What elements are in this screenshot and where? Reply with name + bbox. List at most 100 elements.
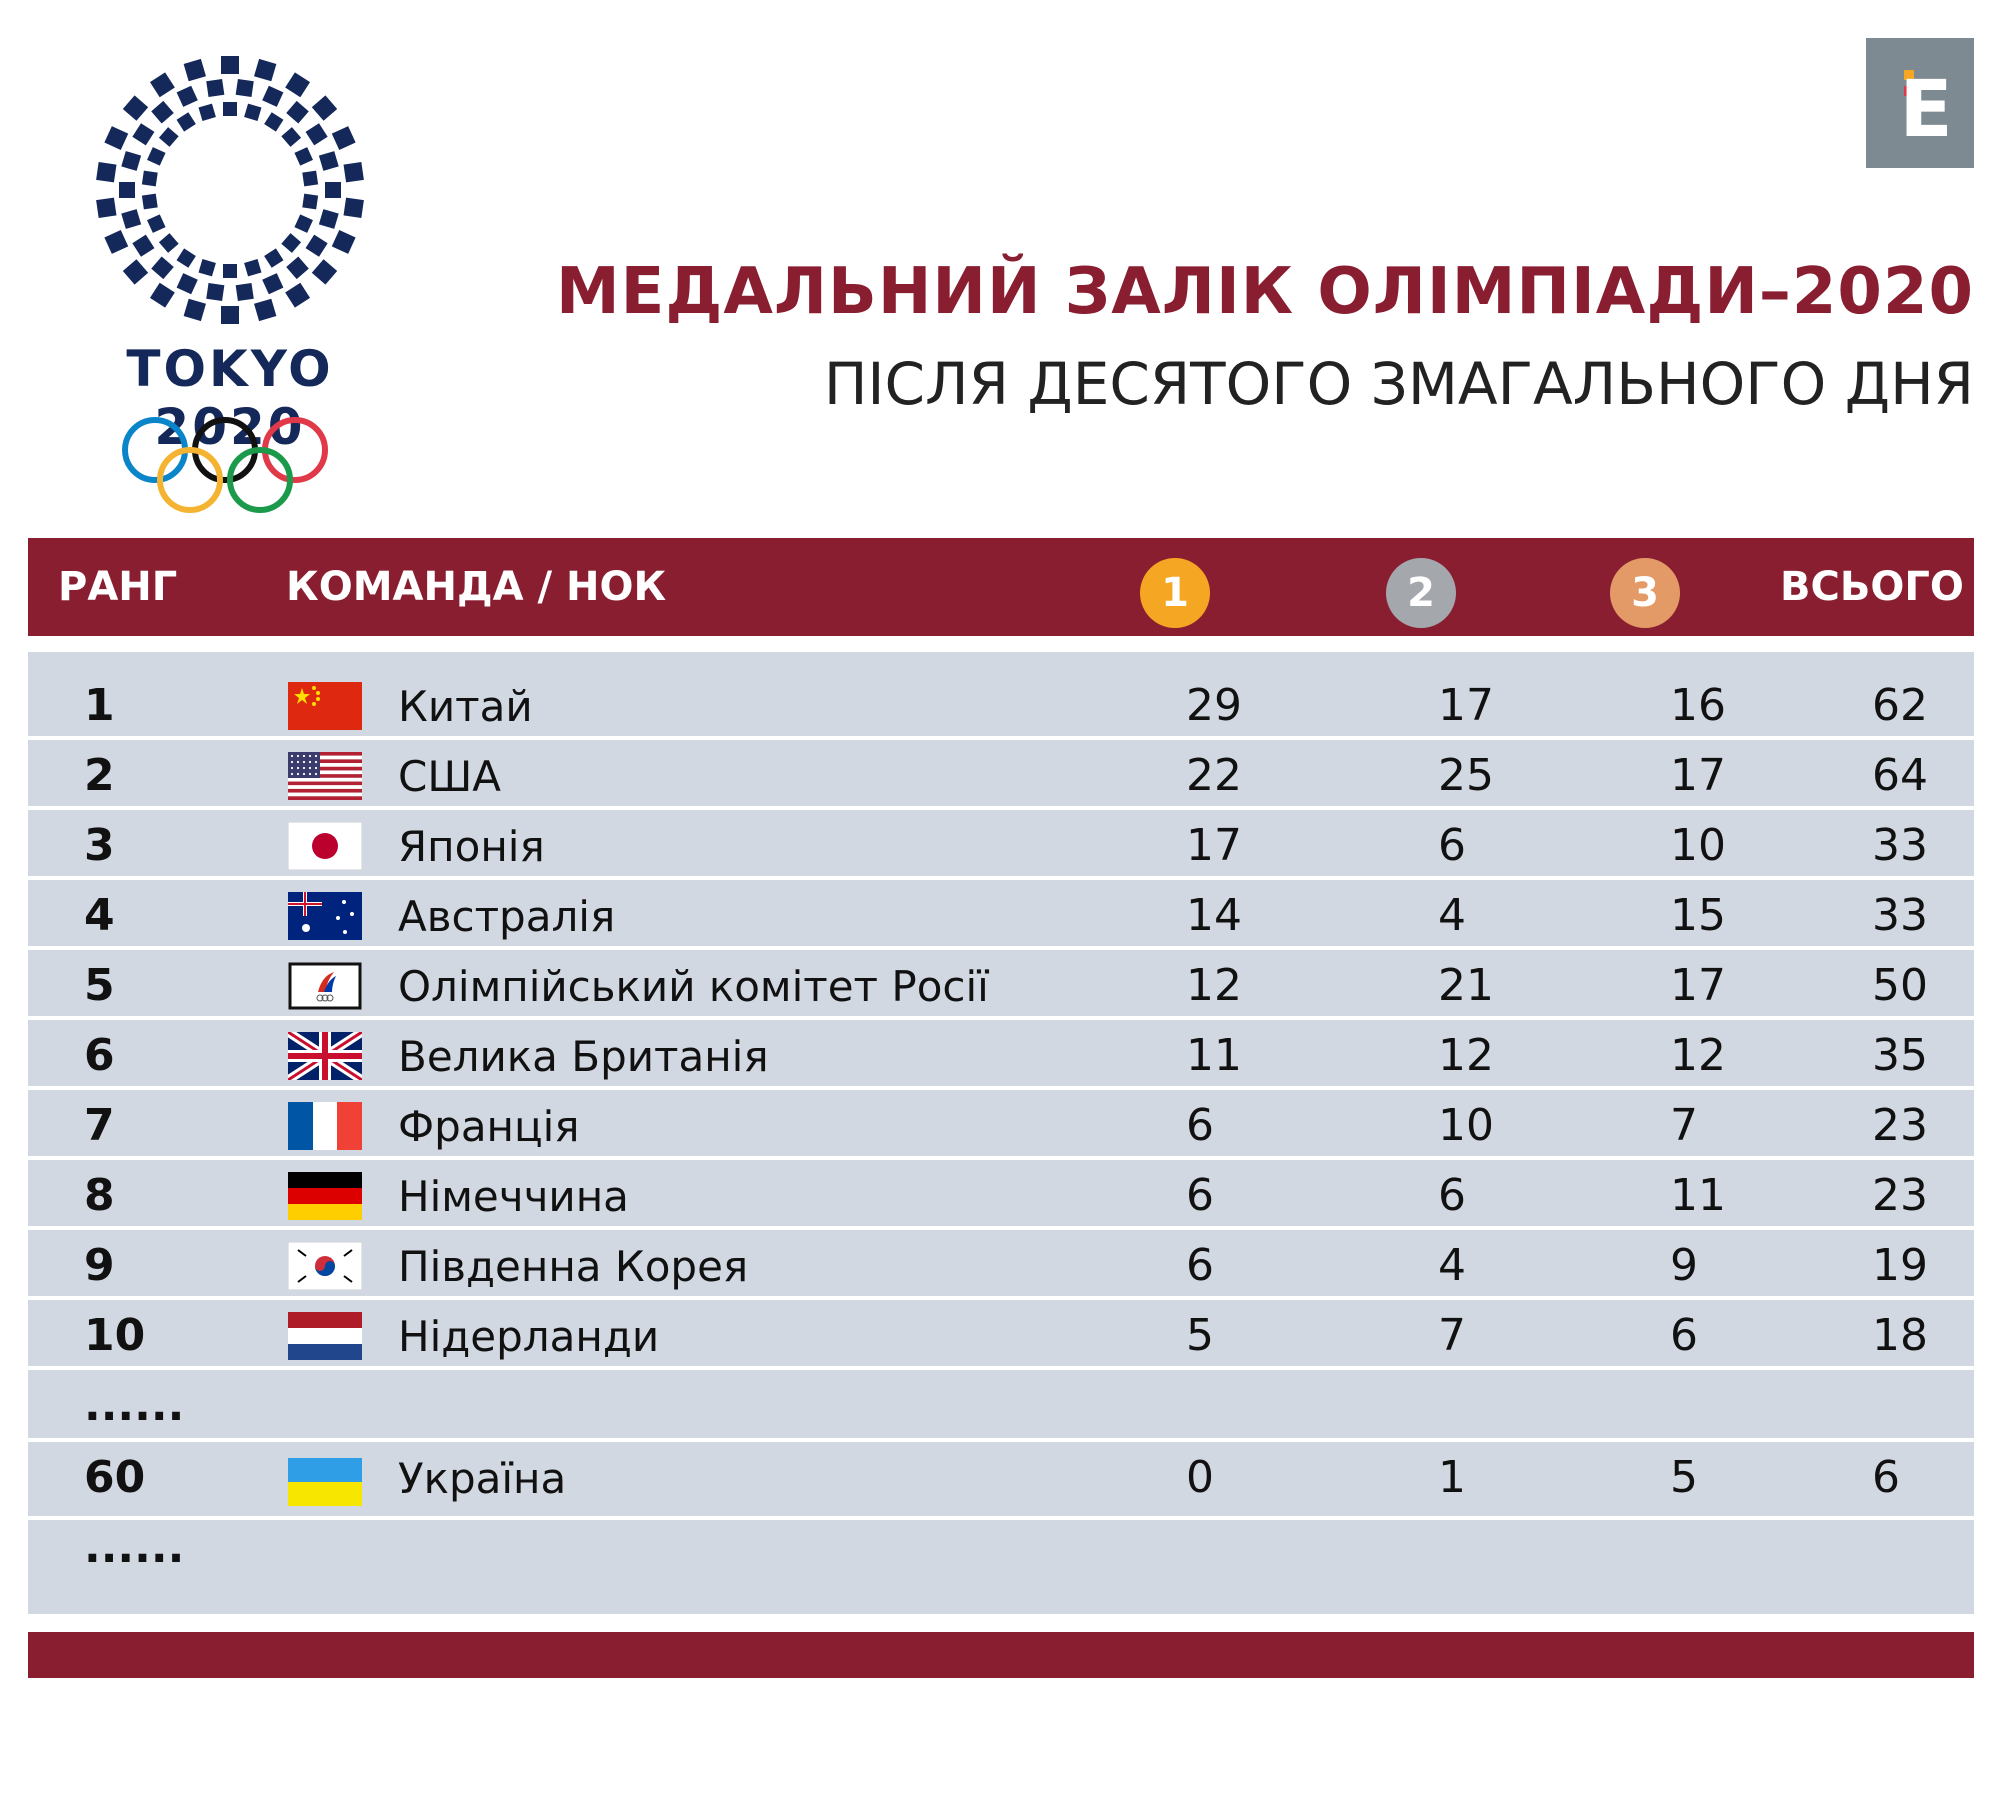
gold-cell: 0 (1186, 1452, 1214, 1503)
south-korea-flag (287, 1241, 363, 1291)
gold-medal-icon: 1 (1140, 558, 1210, 628)
table-row: 8 Німеччина 6 6 11 23 (28, 1160, 1974, 1230)
bronze-cell: 15 (1670, 890, 1726, 941)
row-separator (28, 1156, 1974, 1160)
japan-flag (287, 821, 363, 871)
silver-cell: 4 (1438, 1240, 1466, 1291)
header-rank: РАНГ (58, 564, 178, 610)
page-subtitle: ПІСЛЯ ДЕСЯТОГО ЗМАГАЛЬНОГО ДНЯ (823, 350, 1974, 418)
rank-cell: 4 (84, 890, 115, 941)
silver-cell: 17 (1438, 680, 1494, 731)
gold-cell: 11 (1186, 1030, 1242, 1081)
silver-cell: 1 (1438, 1452, 1466, 1503)
row-separator (28, 946, 1974, 950)
gold-cell: 14 (1186, 890, 1242, 941)
table-row: 6 Велика Британія 11 12 12 35 (28, 1020, 1974, 1090)
total-cell: 64 (1872, 750, 1928, 801)
country-cell: США (398, 752, 501, 801)
country-cell: Україна (398, 1454, 567, 1503)
silver-cell: 21 (1438, 960, 1494, 1011)
rank-cell: 10 (84, 1310, 146, 1361)
total-cell: 18 (1872, 1310, 1928, 1361)
total-cell: 33 (1872, 820, 1928, 871)
gold-cell: 5 (1186, 1310, 1214, 1361)
ellipsis-row-bottom: ...... (28, 1522, 1974, 1582)
roc-flag (288, 962, 362, 1010)
row-separator (28, 1296, 1974, 1300)
row-separator (28, 1226, 1974, 1230)
table-row-ukraine: 60 Україна 0 1 5 6 (28, 1444, 1974, 1516)
ellipsis-row: ...... (28, 1380, 1974, 1440)
rank-cell: 6 (84, 1030, 115, 1081)
country-cell: Нідерланди (398, 1312, 660, 1361)
row-separator (28, 1516, 1974, 1520)
country-cell: Китай (398, 682, 533, 731)
country-cell: Велика Британія (398, 1032, 769, 1081)
rank-cell: 8 (84, 1170, 115, 1221)
total-cell: 50 (1872, 960, 1928, 1011)
table-row: 3 Японія 17 6 10 33 (28, 810, 1974, 880)
silver-cell: 7 (1438, 1310, 1466, 1361)
country-cell: Південна Корея (398, 1242, 749, 1291)
country-cell: Австралія (398, 892, 616, 941)
bronze-cell: 7 (1670, 1100, 1698, 1151)
rank-cell: 1 (84, 680, 115, 731)
silver-cell: 6 (1438, 820, 1466, 871)
bronze-cell: 17 (1670, 960, 1726, 1011)
row-separator (28, 806, 1974, 810)
ellipsis-text: ...... (84, 1522, 185, 1573)
tokyo-emblem-icon (96, 56, 364, 324)
gold-cell: 22 (1186, 750, 1242, 801)
gold-cell: 6 (1186, 1170, 1214, 1221)
netherlands-flag (288, 1312, 362, 1360)
germany-flag (288, 1172, 362, 1220)
header-total: ВСЬОГО (1780, 564, 1964, 610)
total-cell: 23 (1872, 1170, 1928, 1221)
total-cell: 35 (1872, 1030, 1928, 1081)
ellipsis-text: ...... (84, 1380, 185, 1431)
total-cell: 6 (1872, 1452, 1900, 1503)
row-separator (28, 1016, 1974, 1020)
china-flag (288, 682, 362, 730)
country-cell: Франція (398, 1102, 580, 1151)
ukraine-flag (288, 1458, 362, 1506)
total-cell: 33 (1872, 890, 1928, 941)
silver-cell: 12 (1438, 1030, 1494, 1081)
row-separator (28, 1086, 1974, 1090)
table-row: 2 США 22 25 17 64 (28, 740, 1974, 810)
table-row: 4 Австралія 14 4 15 33 (28, 880, 1974, 950)
row-separator (28, 1366, 1974, 1370)
country-cell: Німеччина (398, 1172, 629, 1221)
bronze-cell: 5 (1670, 1452, 1698, 1503)
total-cell: 23 (1872, 1100, 1928, 1151)
table-row: 9 Південна Корея 6 4 9 19 (28, 1230, 1974, 1300)
table-row: 1 Китай 29 17 16 62 (28, 670, 1974, 740)
gold-cell: 6 (1186, 1240, 1214, 1291)
table-row: 5 Олімпійський комітет Росії 12 21 17 50 (28, 950, 1974, 1020)
row-separator (28, 736, 1974, 740)
gold-cell: 29 (1186, 680, 1242, 731)
brand-logo-icon: E (1899, 65, 1952, 155)
total-cell: 62 (1872, 680, 1928, 731)
silver-cell: 10 (1438, 1100, 1494, 1151)
country-cell: Японія (398, 822, 545, 871)
bronze-cell: 10 (1670, 820, 1726, 871)
uk-flag (285, 1028, 365, 1084)
silver-cell: 4 (1438, 890, 1466, 941)
silver-medal-icon: 2 (1386, 558, 1456, 628)
rank-cell: 9 (84, 1240, 115, 1291)
gold-cell: 17 (1186, 820, 1242, 871)
rank-cell: 3 (84, 820, 115, 871)
country-cell: Олімпійський комітет Росії (398, 962, 989, 1011)
gold-cell: 6 (1186, 1100, 1214, 1151)
row-separator (28, 1438, 1974, 1442)
rank-cell: 5 (84, 960, 115, 1011)
table-row: 7 Франція 6 10 7 23 (28, 1090, 1974, 1160)
silver-cell: 6 (1438, 1170, 1466, 1221)
brand-badge: E (1866, 38, 1974, 168)
page-title: МЕДАЛЬНИЙ ЗАЛІК ОЛІМПІАДИ–2020 (555, 255, 1974, 329)
rank-cell: 2 (84, 750, 115, 801)
bronze-cell: 9 (1670, 1240, 1698, 1291)
header-team: КОМАНДА / НОК (286, 564, 667, 610)
table-row: 10 Нідерланди 5 7 6 18 (28, 1300, 1974, 1370)
